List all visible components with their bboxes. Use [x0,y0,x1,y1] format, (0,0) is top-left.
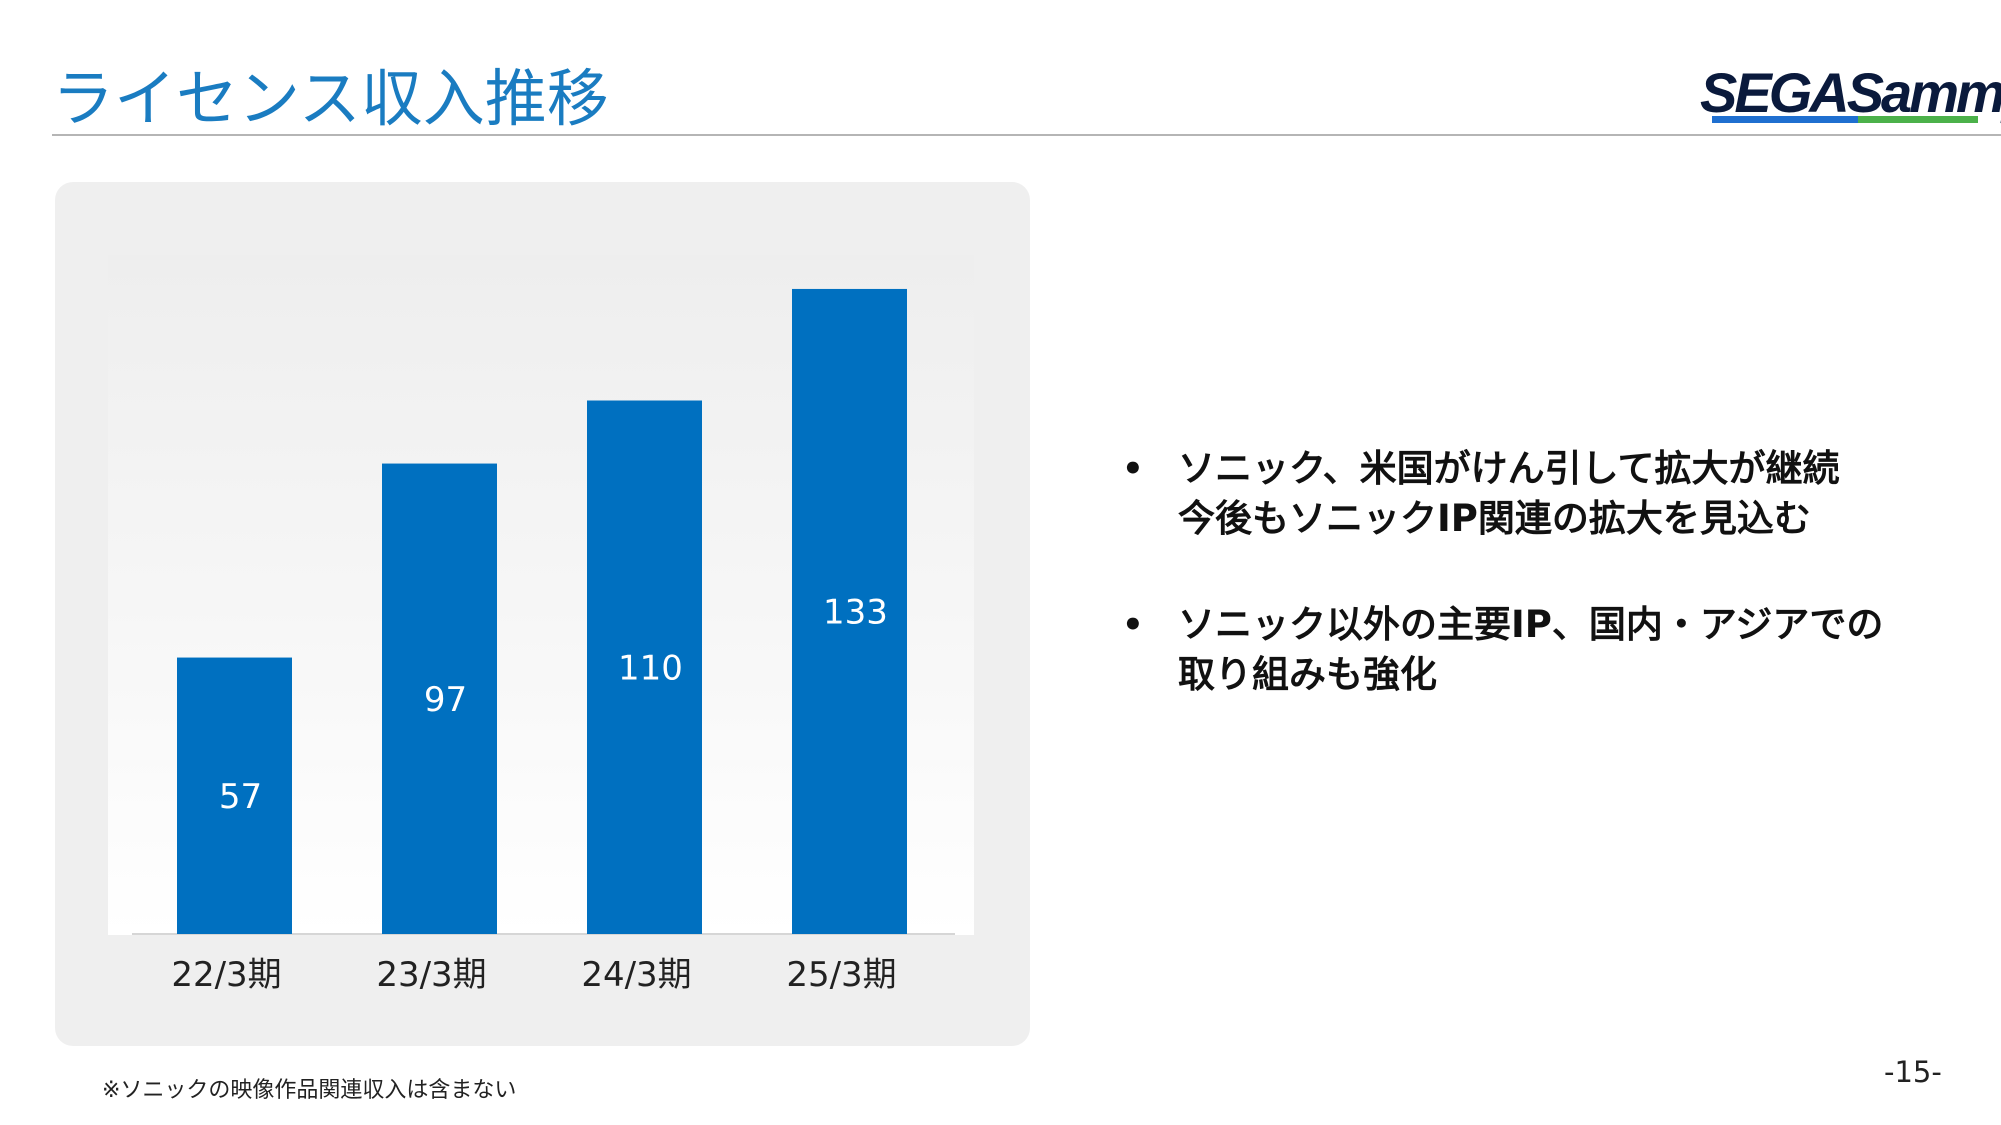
bullet-text-line: ソニック以外の主要IP、国内・アジアでの [1178,603,1884,646]
bar-22/3期 [177,657,292,934]
data-label: 97 [424,680,467,720]
x-tick-label: 24/3期 [581,955,691,995]
bullet-list: • ソニック、米国がけん引して拡大が継続 今後もソニックIP関連の拡大を見込む … [1118,444,1978,756]
bullet-text-line: 取り組みも強化 [1178,653,1437,696]
bar-25/3期 [792,288,907,934]
logo-wordmark: SEGASammy [1700,61,2001,124]
page-number: -15- [1884,1055,1942,1089]
bar-24/3期 [587,400,702,934]
bullet-marker: • [1122,605,1144,645]
header-divider [52,134,2001,136]
bullet-text-line: 今後もソニックIP関連の拡大を見込む [1178,497,1811,540]
bullet-item: • ソニック以外の主要IP、国内・アジアでの 取り組みも強化 [1118,600,1978,700]
page-title: ライセンス収入推移 [52,62,609,135]
segasammy-logo: SEGASammy [1700,61,2001,128]
x-tick-label: 23/3期 [376,955,486,995]
footnote: ※ソニックの映像作品関連収入は含まない [102,1078,517,1103]
bullet-text-line: ソニック、米国がけん引して拡大が継続 [1178,447,1840,490]
data-label: 133 [823,592,888,632]
bar-23/3期 [382,463,497,934]
logo-underline-blue [1712,116,1858,123]
x-tick-label: 25/3期 [786,955,896,995]
bullet-marker: • [1122,449,1144,489]
data-label: 110 [618,648,683,688]
bullet-item: • ソニック、米国がけん引して拡大が継続 今後もソニックIP関連の拡大を見込む [1118,444,1978,544]
logo-underline-green [1858,116,1978,123]
data-label: 57 [219,777,262,817]
x-tick-label: 22/3期 [171,955,281,995]
